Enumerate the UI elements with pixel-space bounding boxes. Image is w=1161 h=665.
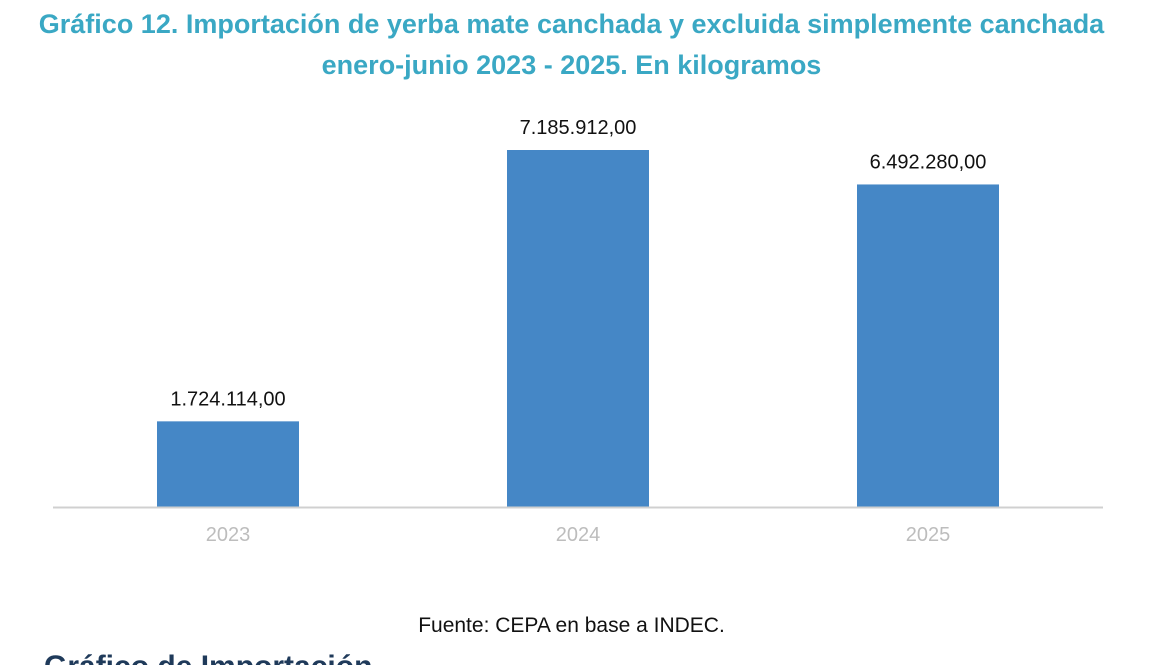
data-label-2023: 1.724.114,00 [170, 388, 285, 410]
x-tick-label-2025: 2025 [906, 524, 951, 546]
chart-title: Gráfico 12. Importación de yerba mate ca… [38, 9, 1105, 39]
x-tick-label-2024: 2024 [556, 524, 601, 546]
source-note: Fuente: CEPA en base a INDEC. [418, 614, 725, 637]
next-section-heading: Gráfico de Importación [44, 650, 374, 665]
chart-subtitle: enero-junio 2023 - 2025. En kilogramos [321, 50, 822, 80]
bar-chart: 1.724.114,00 2023 7.185.912,00 2024 6.492.28… [53, 117, 1103, 546]
bar-2023 [157, 421, 299, 507]
chart-title-block: Gráfico 12. Importación de yerba mate ca… [0, 4, 1143, 86]
bar-2024 [507, 150, 649, 507]
x-tick-label-2023: 2023 [206, 524, 251, 546]
data-label-2025: 6.492.280,00 [870, 151, 987, 173]
bar-2025 [857, 184, 999, 507]
data-label-2024: 7.185.912,00 [520, 117, 637, 139]
